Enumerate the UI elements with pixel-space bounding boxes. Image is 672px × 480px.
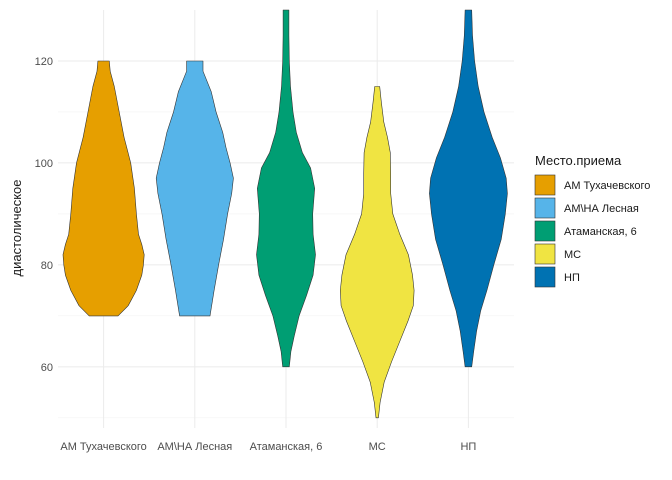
violin-4 [340, 86, 415, 419]
x-tick-label: Атаманская, 6 [250, 441, 323, 453]
violin-1 [62, 60, 145, 317]
legend-key [534, 266, 556, 288]
x-tick-label: АМ\НА Лесная [157, 441, 232, 453]
legend-key [534, 220, 556, 242]
legend-label: МС [564, 249, 581, 261]
legend-key [534, 174, 556, 196]
y-tick-label: 100 [35, 158, 53, 170]
legend-key [534, 197, 556, 219]
violin-3 [256, 9, 316, 368]
violin-2 [155, 60, 234, 317]
y-tick-label: 60 [41, 362, 53, 374]
legend-label: АМ Тухачевского [564, 180, 650, 192]
x-axis-ticks: АМ Тухачевского АМ\НА Лесная Атаманская, 6… [60, 441, 476, 453]
y-tick-label: 80 [41, 260, 53, 272]
violins [62, 9, 508, 419]
x-tick-label: АМ Тухачевского [60, 441, 146, 453]
legend-title: Место.приема [535, 153, 622, 168]
y-axis-title: диастолическое [9, 180, 24, 277]
legend-label: НП [564, 272, 580, 284]
y-axis-ticks: 60 80 100 120 [35, 56, 53, 374]
legend: Место.приема АМ Тухачевского АМ\НА Лесная… [534, 153, 650, 288]
legend-label: Атаманская, 6 [564, 226, 637, 238]
legend-label: АМ\НА Лесная [564, 203, 639, 215]
violin-5 [429, 9, 508, 368]
x-tick-label: НП [460, 441, 476, 453]
x-tick-label: МС [369, 441, 386, 453]
legend-key [534, 243, 556, 265]
y-tick-label: 120 [35, 56, 53, 68]
